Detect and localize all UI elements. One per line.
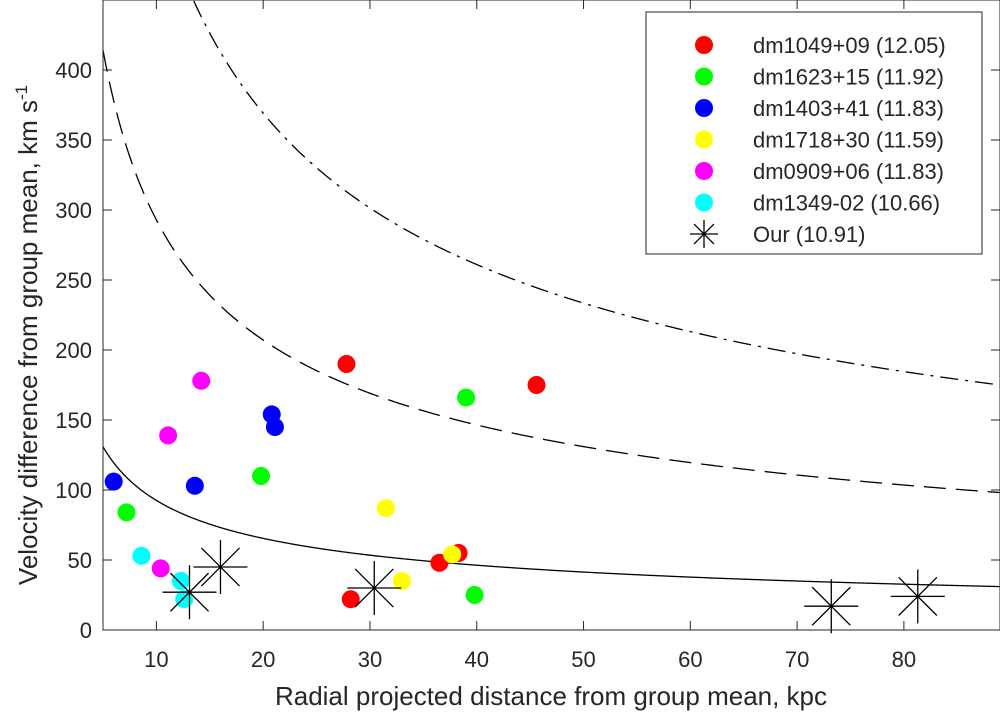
asterisk-stroke — [169, 572, 210, 612]
legend-marker — [695, 162, 713, 180]
data-point — [337, 355, 356, 373]
data-point — [347, 561, 402, 615]
legend-entry: dm1403+41 (11.83) — [695, 96, 944, 121]
data-point — [185, 476, 204, 495]
asterisk-stroke — [693, 223, 715, 245]
legend-label: dm1349-02 (10.66) — [753, 191, 940, 216]
legend-label: dm1623+15 (11.92) — [753, 65, 944, 90]
y-tick-label: 0 — [80, 618, 92, 643]
legend: dm1049+09 (12.05) dm1623+15 (11.92) dm1403… — [645, 11, 983, 255]
x-axis-label: Radial projected distance from group mea… — [275, 681, 827, 711]
legend-marker — [690, 220, 718, 248]
data-point — [151, 559, 170, 578]
y-tick-label: 100 — [55, 478, 92, 503]
data-point — [457, 388, 476, 407]
y-axis-label-main: Velocity difference from group mean, km … — [13, 100, 43, 585]
series-3 — [376, 499, 462, 590]
data-point — [252, 467, 271, 485]
data-point — [159, 426, 178, 445]
series-5 — [132, 546, 194, 609]
legend-marker — [695, 99, 713, 117]
y-tick-label: 400 — [55, 58, 92, 83]
data-point — [265, 418, 284, 436]
legend-entry: dm1049+09 (12.05) — [695, 33, 946, 58]
legend-entry: Our (10.91) — [690, 220, 866, 248]
y-tick-label: 250 — [55, 268, 92, 293]
axes: 10 20 30 40 50 60 70 80 0 50 100 150 200 250 300 350 400 — [55, 0, 1000, 672]
data-point — [162, 565, 217, 620]
legend-label: dm1403+41 (11.83) — [753, 96, 944, 121]
legend-label: dm0909+06 (11.83) — [753, 159, 944, 184]
legend-entry: dm1349-02 (10.66) — [695, 191, 940, 216]
data-point — [171, 572, 190, 590]
x-tick-label: 20 — [251, 647, 275, 672]
y-tick-label: 300 — [55, 198, 92, 223]
asterisk-stroke — [354, 568, 394, 608]
data-point — [465, 586, 484, 604]
x-tick-label: 10 — [144, 647, 168, 672]
asterisk-stroke — [811, 586, 851, 626]
data-point — [393, 572, 411, 590]
data-point — [192, 371, 211, 390]
plot-frame — [102, 0, 1000, 631]
data-point — [341, 590, 360, 609]
data-point — [376, 499, 395, 518]
asterisk-stroke — [898, 576, 938, 616]
data-point — [804, 579, 859, 634]
legend-marker — [695, 193, 713, 212]
y-axis-label-superscript: -1 — [12, 85, 31, 100]
x-tick-label: 30 — [358, 647, 382, 672]
y-tick-label: 150 — [55, 408, 92, 433]
data-points — [104, 355, 945, 634]
legend-entry: dm0909+06 (11.83) — [695, 159, 944, 184]
y-tick-label: 350 — [55, 128, 92, 153]
x-tick-label: 80 — [892, 647, 916, 672]
x-tick-label: 50 — [571, 647, 595, 672]
data-point — [443, 545, 462, 564]
legend-entry: dm1623+15 (11.92) — [695, 65, 944, 90]
curve-solid — [102, 446, 1000, 588]
theory-curves — [102, 0, 1000, 588]
curve-dashdot — [193, 0, 1000, 386]
legend-label: Our (10.91) — [753, 222, 866, 247]
data-point — [430, 553, 449, 572]
y-tick-label: 50 — [68, 548, 92, 573]
data-point — [193, 540, 248, 594]
y-tick-label: 200 — [55, 338, 92, 363]
asterisk-stroke — [200, 547, 241, 587]
series-6 — [162, 540, 945, 634]
legend-marker — [695, 36, 713, 54]
data-point — [104, 472, 123, 491]
data-point — [527, 376, 546, 394]
legend-marker — [695, 130, 713, 149]
y-axis-label: Velocity difference from group mean, km … — [12, 85, 43, 585]
curve-dashed — [102, 49, 1000, 494]
data-point — [117, 503, 136, 522]
data-point — [175, 590, 194, 609]
legend-entry: dm1718+30 (11.59) — [695, 128, 944, 153]
x-tick-label: 40 — [465, 647, 489, 672]
legend-label: dm1049+09 (12.05) — [753, 33, 946, 58]
legend-marker — [695, 67, 713, 86]
data-point — [132, 546, 151, 565]
series-4 — [151, 371, 211, 578]
series-1 — [117, 388, 484, 604]
legend-label: dm1718+30 (11.59) — [753, 128, 944, 153]
series-2 — [104, 405, 284, 495]
x-tick-label: 60 — [678, 647, 702, 672]
x-tick-label: 70 — [785, 647, 809, 672]
data-point — [890, 569, 945, 624]
